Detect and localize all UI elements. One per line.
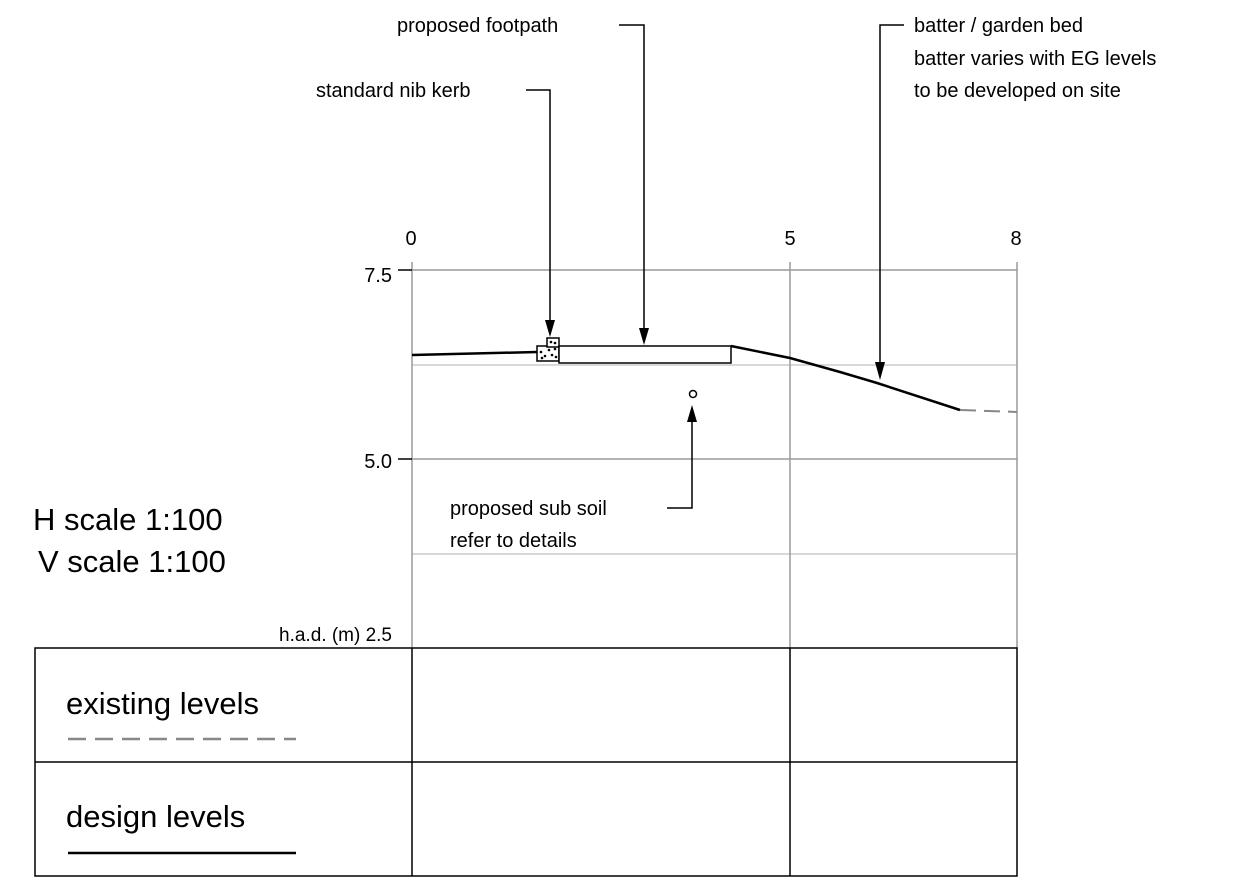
label-proposed-footpath: proposed footpath bbox=[397, 15, 558, 37]
leader-line bbox=[526, 89, 551, 322]
kerb-hatch-dot bbox=[550, 353, 554, 357]
kerb-hatch-dot bbox=[547, 348, 551, 352]
legend-existing-levels: existing levels bbox=[66, 686, 259, 721]
levels-table: existing levels design levels bbox=[34, 647, 1018, 877]
leader-line bbox=[879, 24, 904, 364]
kerb-hatch-dot bbox=[553, 341, 557, 345]
kerb-hatch-dot bbox=[553, 347, 557, 351]
v-scale-label: V scale 1:100 bbox=[38, 544, 226, 579]
label-batter-1: batter / garden bed bbox=[914, 15, 1083, 37]
kerb-nib bbox=[546, 337, 560, 348]
kerb-hatch-dot bbox=[554, 355, 558, 359]
label-standard-nib-kerb: standard nib kerb bbox=[316, 80, 471, 102]
legend-design-levels: design levels bbox=[66, 799, 245, 834]
kerb-hatch-dot bbox=[539, 350, 543, 354]
label-sub-soil-1: proposed sub soil bbox=[450, 498, 607, 520]
h-scale-label: H scale 1:100 bbox=[33, 502, 223, 537]
label-sub-soil-2: refer to details bbox=[450, 530, 577, 552]
leader-line bbox=[667, 420, 693, 509]
arrow-head bbox=[545, 320, 555, 337]
label-batter-2: batter varies with EG levels bbox=[914, 48, 1156, 70]
x-tick-label-0: 0 bbox=[405, 228, 416, 250]
existing-level-line bbox=[959, 409, 1018, 413]
arrow-head bbox=[687, 405, 697, 422]
grid bbox=[398, 262, 1018, 648]
kerb-hatch-dot bbox=[549, 340, 553, 344]
footpath-slab bbox=[558, 345, 732, 364]
kerb-hatch-dot bbox=[540, 356, 544, 360]
kerb-hatch-dot bbox=[543, 354, 547, 358]
leader-line bbox=[619, 24, 645, 330]
leader-proposed-footpath: proposed footpath bbox=[397, 15, 649, 345]
datum-label: h.a.d. (m) 2.5 bbox=[279, 625, 392, 646]
leader-batter: batter / garden bed batter varies with E… bbox=[875, 15, 1156, 380]
design-profile bbox=[411, 344, 1018, 413]
x-tick-label-5: 5 bbox=[784, 228, 795, 250]
design-level-line-batter bbox=[730, 344, 961, 412]
label-batter-3: to be developed on site bbox=[914, 80, 1121, 102]
y-tick-label-7.5: 7.5 bbox=[364, 265, 392, 287]
design-level-line-left bbox=[411, 350, 538, 357]
leader-standard-nib-kerb: standard nib kerb bbox=[316, 80, 555, 337]
arrow-head bbox=[639, 328, 649, 345]
leader-sub-soil: proposed sub soil refer to details bbox=[450, 405, 697, 552]
x-tick-label-8: 8 bbox=[1010, 228, 1021, 250]
arrow-head bbox=[875, 362, 885, 380]
subsoil-pipe bbox=[688, 389, 698, 399]
y-tick-label-5.0: 5.0 bbox=[364, 451, 392, 473]
nib-kerb bbox=[536, 337, 560, 362]
